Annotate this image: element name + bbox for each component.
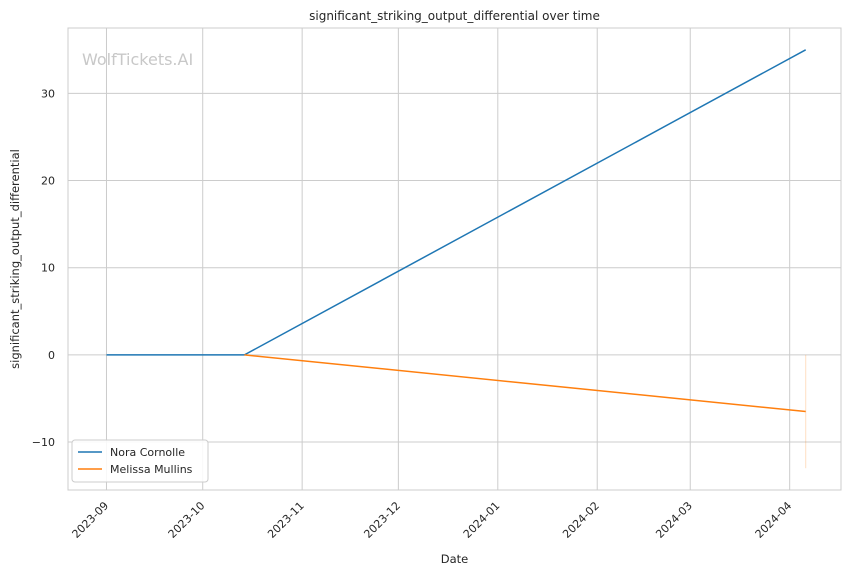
legend-label: Melissa Mullins: [110, 463, 193, 476]
grid: [68, 28, 841, 490]
plot-area: [67, 27, 842, 491]
chart-title: significant_striking_output_differential…: [309, 9, 600, 23]
y-tick-label: −10: [32, 436, 55, 449]
x-tick-label: 2023-10: [166, 499, 208, 541]
y-tick-label: 10: [41, 262, 55, 275]
series-lines: [106, 49, 807, 413]
x-tick-label: 2023-11: [265, 499, 307, 541]
legend: Nora Cornolle Melissa Mullins: [71, 439, 209, 483]
x-axis-ticks: 2023-09 2023-10 2023-11 2023-12 2024-01 2024-…: [69, 499, 794, 541]
y-axis-label: significant_striking_output_differential: [8, 149, 22, 369]
y-tick-label: 0: [48, 349, 55, 362]
series-line-1: [244, 354, 806, 413]
x-tick-label: 2023-09: [69, 499, 111, 541]
x-tick-label: 2024-04: [753, 499, 795, 541]
x-axis-label: Date: [441, 552, 469, 566]
x-tick-label: 2024-01: [461, 499, 503, 541]
x-tick-label: 2024-02: [560, 499, 602, 541]
series-line-0: [106, 49, 807, 356]
y-tick-label: 20: [41, 175, 55, 188]
legend-label: Nora Cornolle: [110, 446, 185, 459]
x-tick-label: 2023-12: [361, 499, 403, 541]
watermark: WolfTickets.AI: [82, 50, 193, 69]
y-axis-ticks: −10 0 10 20 30: [32, 87, 55, 449]
y-tick-label: 30: [41, 87, 55, 100]
x-tick-label: 2024-03: [653, 499, 695, 541]
legend-box: [71, 439, 209, 483]
